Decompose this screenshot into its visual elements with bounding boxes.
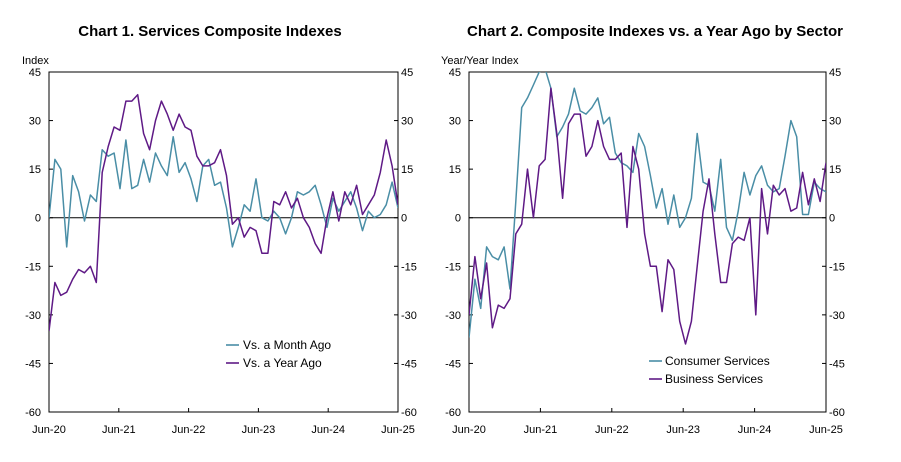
chart-1-series-vs-a-month-ago-line	[49, 136, 398, 248]
chart-1-x-tick-label: Jun-20	[32, 424, 66, 436]
chart-2-right-tick-label: 0	[829, 213, 835, 225]
chart-2-left-tick-label: 30	[449, 116, 461, 128]
chart-2-x-tick-label: Jun-23	[666, 424, 700, 436]
chart-2-legend-label-consumer: Consumer Services	[665, 354, 770, 368]
chart-2-left-tick-label: -15	[445, 261, 461, 273]
chart-2-series-business-services-line	[469, 87, 826, 345]
chart-1-right-tick-label: 45	[401, 67, 413, 79]
chart-1-left-tick-label: 30	[29, 116, 41, 128]
chart-1-right-tick-label: 0	[401, 213, 407, 225]
chart-1-legend-label-month: Vs. a Month Ago	[243, 338, 331, 352]
chart-1-right-tick-label: 30	[401, 116, 413, 128]
chart-2-left-tick-label: 15	[449, 164, 461, 176]
chart-1-right-tick-label: -15	[401, 261, 417, 273]
chart-1-left-tick-label: -15	[25, 261, 41, 273]
chart-2-series-consumer-services-line	[469, 72, 826, 338]
chart-1-left-tick-label: -45	[25, 358, 41, 370]
chart-1-x-tick-label: Jun-24	[311, 424, 345, 436]
chart-1-x-tick-label: Jun-22	[172, 424, 206, 436]
chart-1-right-tick-label: -45	[401, 358, 417, 370]
chart-2: Chart 2. Composite Indexes vs. a Year Ag…	[441, 23, 845, 436]
chart-2-plot-frame	[468, 71, 827, 413]
chart-2-right-tick-label: -45	[829, 358, 845, 370]
chart-2-legend: Consumer Services Business Services	[649, 354, 770, 386]
chart-2-left-tick-label: 45	[449, 67, 461, 79]
chart-2-y-axis-title: Year/Year Index	[441, 55, 519, 67]
chart-1-y-axis-title: Index	[22, 55, 49, 67]
chart-2-right-tick-label: -60	[829, 407, 845, 419]
chart-2-title: Chart 2. Composite Indexes vs. a Year Ag…	[467, 23, 843, 40]
chart-2-x-tick-label: Jun-21	[524, 424, 558, 436]
chart-1-right-tick-label: 15	[401, 164, 413, 176]
chart-1-right-tick-label: -30	[401, 310, 417, 322]
chart-1-plot-frame	[48, 71, 399, 413]
chart-1-left-tick-label: 45	[29, 67, 41, 79]
chart-1-legend: Vs. a Month Ago Vs. a Year Ago	[226, 338, 331, 370]
chart-2-right-tick-label: -30	[829, 310, 845, 322]
chart-2-right-tick-label: -15	[829, 261, 845, 273]
chart-2-x-tick-label: Jun-20	[452, 424, 486, 436]
chart-1-left-tick-label: 15	[29, 164, 41, 176]
chart-1-left-tick-label: -60	[25, 407, 41, 419]
chart-2-right-tick-label: 45	[829, 67, 841, 79]
chart-2-right-tick-label: 15	[829, 164, 841, 176]
chart-2-left-tick-label: -45	[445, 358, 461, 370]
chart-1-right-tick-label: -60	[401, 407, 417, 419]
chart-2-left-tick-label: -30	[445, 310, 461, 322]
chart-2-left-tick-label: 0	[455, 213, 461, 225]
chart-2-x-tick-label: Jun-22	[595, 424, 629, 436]
chart-2-x-tick-label: Jun-24	[738, 424, 772, 436]
chart-1-title: Chart 1. Services Composite Indexes	[78, 23, 341, 40]
chart-1-x-tick-label: Jun-25	[381, 424, 415, 436]
chart-1-left-tick-label: 0	[35, 213, 41, 225]
chart-1-legend-label-year: Vs. a Year Ago	[243, 356, 322, 370]
chart-1-x-tick-label: Jun-21	[102, 424, 136, 436]
chart-1-x-tick-label: Jun-23	[242, 424, 276, 436]
chart-2-left-tick-label: -60	[445, 407, 461, 419]
chart-2-legend-label-business: Business Services	[665, 372, 763, 386]
chart-1-series-vs-a-year-ago-line	[49, 93, 398, 332]
chart-1-left-tick-label: -30	[25, 310, 41, 322]
chart-2-x-tick-label: Jun-25	[809, 424, 843, 436]
chart-1: Chart 1. Services Composite Indexes Inde…	[22, 23, 417, 436]
chart-2-right-tick-label: 30	[829, 116, 841, 128]
